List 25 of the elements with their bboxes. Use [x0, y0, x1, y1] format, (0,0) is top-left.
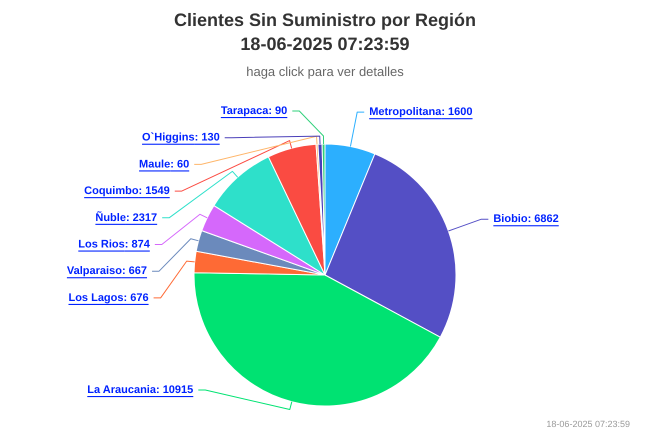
- data-label: : 130: [194, 132, 220, 144]
- data-label: : 874: [124, 238, 151, 250]
- text: 18-06-2025 07:23:59: [546, 418, 630, 430]
- data-label: : 676: [124, 292, 149, 304]
- data-label: : 6862: [528, 213, 559, 226]
- slice-label: Coquimbo: [84, 185, 139, 198]
- chart-title: Clientes Sin Suministro por Región 18-06-2025 07:23:59: [172, 9, 478, 56]
- slice-label: Biobio: [493, 213, 528, 226]
- data-label: : 1600: [441, 106, 473, 118]
- data-label: : 10915: [156, 384, 194, 396]
- slice-label: La Araucania: [87, 384, 157, 396]
- slice-label: Metropolitana: [369, 106, 442, 118]
- slice-label: Los Lagos: [68, 292, 124, 304]
- data-label: : 667: [122, 265, 148, 278]
- data-label: : 2317: [126, 212, 158, 224]
- data-label: : 1549: [138, 185, 170, 198]
- slice-label: Tarapaca: [220, 105, 270, 117]
- chart-subtitle: haga click para ver detalles: [245, 64, 405, 80]
- slice-label: Ñuble: [95, 210, 126, 224]
- data-label: : 90: [268, 105, 288, 117]
- slice-label: Valparaiso: [66, 265, 122, 278]
- data-label: : 60: [170, 158, 190, 170]
- slice-label: Los Rios: [78, 238, 125, 250]
- slice-label: Maule: [139, 158, 170, 170]
- slice-label: O`Higgins: [142, 132, 195, 144]
